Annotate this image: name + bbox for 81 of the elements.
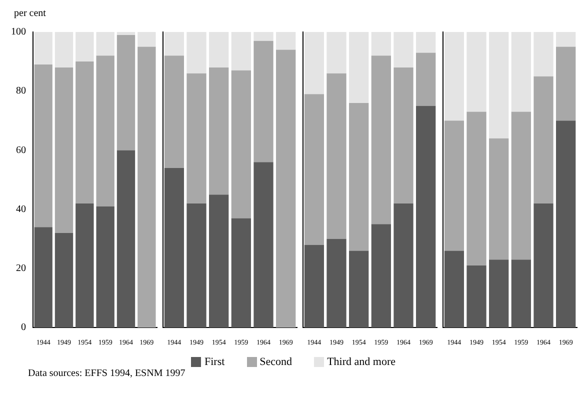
bar xyxy=(556,46,576,121)
bar xyxy=(54,32,74,68)
y-tick-label: 80 xyxy=(16,86,26,97)
y-tick-label: 0 xyxy=(21,322,26,334)
bar xyxy=(76,62,94,204)
bar xyxy=(534,32,554,76)
bar xyxy=(96,32,114,56)
bar xyxy=(394,32,414,68)
bar xyxy=(466,112,486,266)
bar xyxy=(34,64,52,228)
bar xyxy=(34,32,52,65)
bar xyxy=(444,120,464,251)
bar xyxy=(534,203,554,328)
bar xyxy=(186,32,206,74)
y-tick-label: 60 xyxy=(16,144,26,156)
bar xyxy=(276,32,296,50)
bar xyxy=(116,32,136,35)
bar xyxy=(556,32,576,47)
bar xyxy=(138,46,156,328)
bar xyxy=(466,32,486,112)
bar xyxy=(416,32,436,53)
bar xyxy=(209,67,229,195)
bar xyxy=(164,32,184,56)
bar xyxy=(489,32,509,138)
bar xyxy=(164,168,184,328)
bar xyxy=(326,32,346,74)
y-tick-label: 100 xyxy=(11,26,26,38)
bar xyxy=(76,203,94,328)
bar xyxy=(209,32,229,68)
bar xyxy=(349,102,369,251)
bar xyxy=(304,94,324,245)
bar xyxy=(304,32,324,94)
bar xyxy=(489,260,509,328)
bar xyxy=(416,106,436,328)
bar xyxy=(276,50,296,328)
bar xyxy=(116,34,136,150)
bar xyxy=(511,112,531,260)
legend-label: Second xyxy=(260,356,292,368)
bar xyxy=(34,227,52,328)
bar xyxy=(54,67,74,234)
bar xyxy=(371,56,391,224)
bar xyxy=(556,120,576,328)
bar xyxy=(116,150,136,328)
text: Data sources: EFFS 1994, ESNM 1997 xyxy=(27,368,186,379)
bar xyxy=(511,260,531,328)
y-tick-label: 40 xyxy=(16,204,26,215)
bar xyxy=(76,32,94,62)
bar xyxy=(394,203,414,328)
bar xyxy=(349,250,369,328)
bar xyxy=(511,32,531,112)
bar xyxy=(371,224,391,328)
bar xyxy=(254,32,274,41)
bar xyxy=(416,52,436,106)
bar xyxy=(231,70,251,218)
bar xyxy=(371,32,391,56)
bar xyxy=(534,76,554,204)
bar xyxy=(349,32,369,103)
bar xyxy=(164,56,184,168)
bar xyxy=(394,67,414,204)
legend-label: First xyxy=(204,356,225,368)
bar xyxy=(138,32,156,47)
bar xyxy=(304,244,324,328)
bar xyxy=(96,56,114,206)
bar xyxy=(54,233,74,328)
y-axis-title: per cent xyxy=(13,8,47,20)
legend-label: Third and more xyxy=(327,356,396,368)
bar xyxy=(254,162,274,328)
y-tick-label: 20 xyxy=(16,263,26,274)
bar xyxy=(444,250,464,328)
bar xyxy=(326,73,346,239)
bar xyxy=(186,73,206,204)
bar xyxy=(209,194,229,328)
bar xyxy=(186,203,206,328)
bar xyxy=(444,32,464,121)
bar xyxy=(254,40,274,162)
bar xyxy=(96,206,114,328)
bar xyxy=(489,138,509,260)
bar xyxy=(466,266,486,328)
bar xyxy=(231,32,251,70)
bar xyxy=(231,218,251,328)
bar xyxy=(326,238,346,328)
